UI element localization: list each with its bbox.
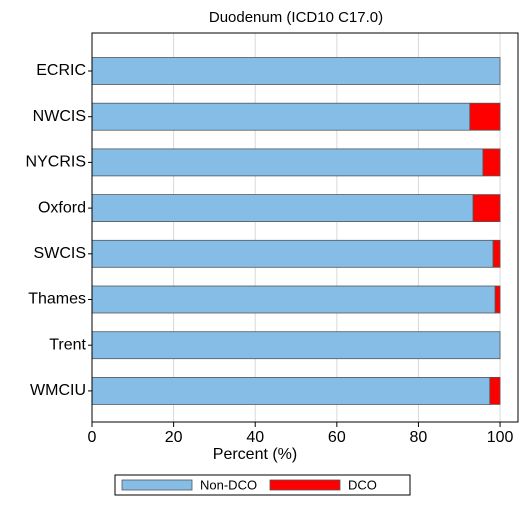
y-tick-label: ECRIC [36, 62, 86, 79]
bar-segment [91, 331, 501, 360]
bar-segment [91, 285, 496, 314]
bar-segment [489, 376, 501, 405]
x-axis-label: Percent (%) [213, 446, 297, 463]
bar-segment [469, 102, 501, 131]
bar-segment [91, 102, 471, 131]
chart-title: Duodenum (ICD10 C17.0) [209, 9, 383, 26]
y-tick-label: NYCRIS [26, 154, 86, 171]
legend-label: Non-DCO [200, 477, 257, 492]
y-tick-label: NWCIS [33, 108, 86, 125]
bar-segment [494, 285, 501, 314]
bar-segment [482, 148, 501, 177]
x-tick-label: 20 [165, 429, 183, 446]
legend-swatch [121, 479, 193, 491]
x-tick-label: 100 [487, 429, 514, 446]
legend-swatch [269, 479, 341, 491]
bar-segment [472, 194, 501, 223]
bar-segment [492, 239, 501, 268]
y-tick-label: Oxford [38, 199, 86, 216]
bar-segment [91, 148, 484, 177]
y-tick-label: Trent [49, 336, 86, 353]
y-tick-label: SWCIS [34, 245, 86, 262]
bar-segment [91, 194, 474, 223]
x-tick-label: 0 [88, 429, 97, 446]
plot-area [92, 33, 518, 422]
y-tick-label: Thames [28, 291, 86, 308]
bar-segment [91, 239, 494, 268]
x-tick-label: 60 [328, 429, 346, 446]
bar-segment [91, 376, 491, 405]
x-tick-label: 40 [246, 429, 264, 446]
x-tick-label: 80 [410, 429, 428, 446]
bar-segment [91, 57, 501, 85]
y-tick-label: WMCIU [30, 382, 86, 399]
plot-frame [91, 32, 519, 423]
legend-label: DCO [348, 477, 377, 492]
